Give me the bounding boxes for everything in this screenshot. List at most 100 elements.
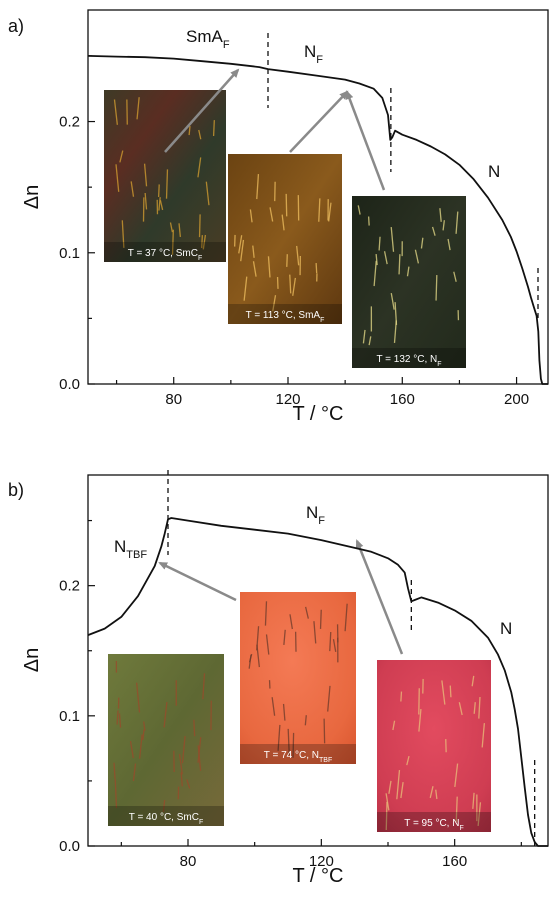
micrograph-label-band — [104, 242, 226, 262]
x-tick-label: 160 — [390, 391, 415, 408]
texture-mark — [285, 193, 288, 217]
micrograph-image — [240, 592, 356, 764]
x-axis-label: T / °C — [293, 865, 344, 887]
texture-mark — [281, 214, 285, 231]
micrograph-label: T = 74 °C, NTBF — [264, 750, 332, 764]
texture-mark — [114, 779, 118, 809]
micrograph-inset: T = 95 °C, NF — [377, 660, 491, 832]
panel-label: b) — [8, 480, 24, 500]
texture-mark — [289, 614, 293, 630]
texture-mark — [375, 254, 378, 266]
texture-mark — [472, 792, 475, 809]
birefringence-curve — [87, 517, 548, 847]
texture-mark — [113, 99, 118, 125]
pointer-arrow — [158, 561, 237, 602]
texture-mark — [458, 702, 463, 716]
texture-mark — [406, 755, 410, 766]
texture-mark — [264, 601, 268, 626]
texture-mark — [118, 713, 122, 728]
texture-mark — [398, 254, 401, 275]
texture-mark — [186, 779, 191, 789]
texture-mark — [212, 120, 215, 137]
texture-mark — [292, 732, 295, 758]
texture-mark — [329, 631, 332, 652]
texture-mark — [414, 249, 420, 264]
texture-mark — [162, 800, 166, 813]
y-tick-label: 0.0 — [59, 376, 80, 393]
y-axis-label: Δn — [21, 185, 43, 209]
texture-mark — [431, 226, 436, 236]
texture-mark — [202, 673, 206, 700]
pointer-arrow — [289, 90, 349, 153]
chart-panel: a) Δn T / °C 80 120 160 200 0.0 0.1 0.2 T = 37 °C,… — [8, 9, 549, 425]
texture-mark — [420, 237, 424, 249]
texture-mark — [296, 245, 300, 266]
texture-mark — [318, 198, 321, 222]
texture-mark — [248, 653, 253, 663]
y-tick-label: 0.2 — [59, 114, 80, 131]
x-axis-label: T / °C — [293, 403, 344, 425]
texture-mark — [441, 680, 446, 705]
texture-mark — [272, 295, 277, 312]
texture-mark — [454, 763, 459, 788]
texture-mark — [143, 721, 146, 731]
texture-mark — [439, 208, 442, 222]
texture-mark — [286, 254, 288, 267]
texture-mark — [165, 169, 169, 199]
micrograph-inset: T = 113 °C, SmAF — [228, 154, 342, 324]
texture-mark — [113, 762, 116, 779]
texture-mark — [328, 202, 332, 222]
micrograph-label: T = 95 °C, NF — [404, 818, 464, 832]
x-tick-label: 80 — [180, 853, 197, 870]
texture-mark — [144, 192, 148, 210]
texture-mark — [323, 718, 326, 744]
phase-label: N — [500, 619, 512, 638]
texture-mark — [188, 126, 191, 136]
texture-mark — [243, 276, 248, 301]
micrograph-image — [228, 154, 342, 324]
texture-mark — [477, 802, 482, 826]
micrograph-label-band — [352, 348, 466, 368]
texture-mark — [385, 793, 390, 811]
texture-mark — [378, 236, 381, 251]
y-axis-label: Δn — [21, 648, 43, 672]
texture-mark — [327, 685, 331, 712]
texture-mark — [315, 263, 318, 274]
texture-mark — [252, 261, 257, 277]
texture-mark — [455, 796, 458, 822]
texture-mark — [138, 734, 143, 759]
panel-label: a) — [8, 16, 24, 36]
texture-mark — [453, 271, 457, 282]
micrograph-inset: T = 37 °C, SmCF — [104, 90, 226, 262]
texture-mark — [367, 216, 370, 226]
plot-frame — [87, 474, 549, 847]
micrograph-image — [104, 90, 226, 262]
texture-mark — [163, 701, 168, 728]
texture-mark — [178, 754, 183, 775]
texture-mark — [390, 293, 395, 310]
texture-mark — [319, 609, 322, 629]
texture-mark — [252, 245, 255, 258]
texture-mark — [132, 763, 137, 782]
texture-mark — [256, 644, 261, 668]
plot-frame — [87, 9, 549, 385]
pointer-arrow — [164, 68, 240, 153]
texture-mark — [197, 737, 202, 763]
texture-mark — [478, 696, 481, 719]
texture-mark — [171, 229, 174, 255]
texture-mark — [238, 235, 243, 254]
texture-mark — [332, 639, 337, 652]
texture-mark — [392, 720, 396, 731]
texture-mark — [357, 205, 361, 215]
texture-mark — [362, 329, 366, 344]
texture-mark — [249, 209, 253, 223]
phase-label: N — [488, 162, 500, 181]
micrograph-label: T = 40 °C, SmCF — [129, 812, 204, 826]
texture-mark — [396, 769, 401, 800]
texture-mark — [394, 302, 398, 325]
texture-mark — [202, 234, 207, 250]
texture-mark — [193, 719, 196, 737]
texture-mark — [429, 786, 434, 799]
texture-mark — [269, 207, 274, 222]
texture-mark — [282, 703, 286, 721]
